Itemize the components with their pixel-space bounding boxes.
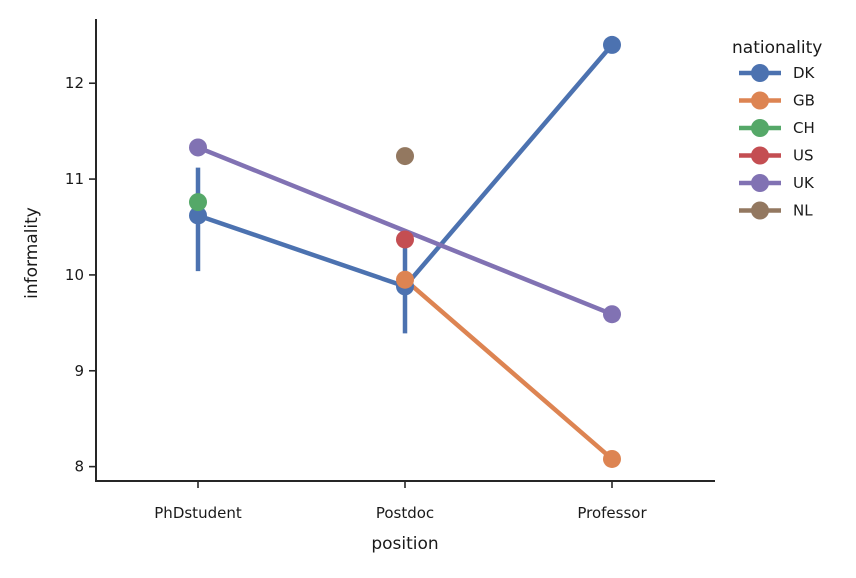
y-axis-label: informality [22,207,42,299]
legend-marker-uk [751,174,769,192]
legend-marker-nl [751,201,769,220]
series [189,35,621,468]
y-tick-label: 10 [65,266,84,284]
data-point-us [396,230,414,249]
ticks: 8 9 10 11 12 PhDstudent Postdoc Professor [65,74,648,522]
legend: nationality DK GB CH US UK NL [732,38,822,220]
legend-label-gb: GB [793,92,815,110]
y-tick-label: 12 [65,74,84,92]
legend-label-uk: UK [793,174,815,192]
y-tick-label: 9 [74,362,84,380]
x-tick-label: Professor [577,504,647,522]
data-point-ch [189,193,207,212]
data-point-nl [396,147,414,166]
x-tick-label: Postdoc [376,504,434,522]
data-point-dk [603,35,621,54]
data-point-gb [396,270,414,289]
data-point-dk [189,206,207,225]
legend-marker-gb [751,91,769,110]
legend-marker-ch [751,119,769,137]
legend-label-nl: NL [793,202,813,220]
x-tick-label: PhDstudent [154,504,242,522]
legend-label-ch: CH [793,119,815,137]
data-point-uk [189,138,207,157]
legend-marker-us [751,146,769,165]
legend-title: nationality [732,38,822,58]
legend-marker-dk [751,64,769,82]
legend-label-us: US [793,147,814,165]
y-tick-label: 11 [65,170,84,188]
series-line-gb [402,277,615,462]
y-tick-label: 8 [74,458,84,476]
data-point-uk [603,305,621,324]
data-point-gb [603,449,621,468]
x-axis-label: position [371,534,438,554]
legend-label-dk: DK [793,64,816,82]
